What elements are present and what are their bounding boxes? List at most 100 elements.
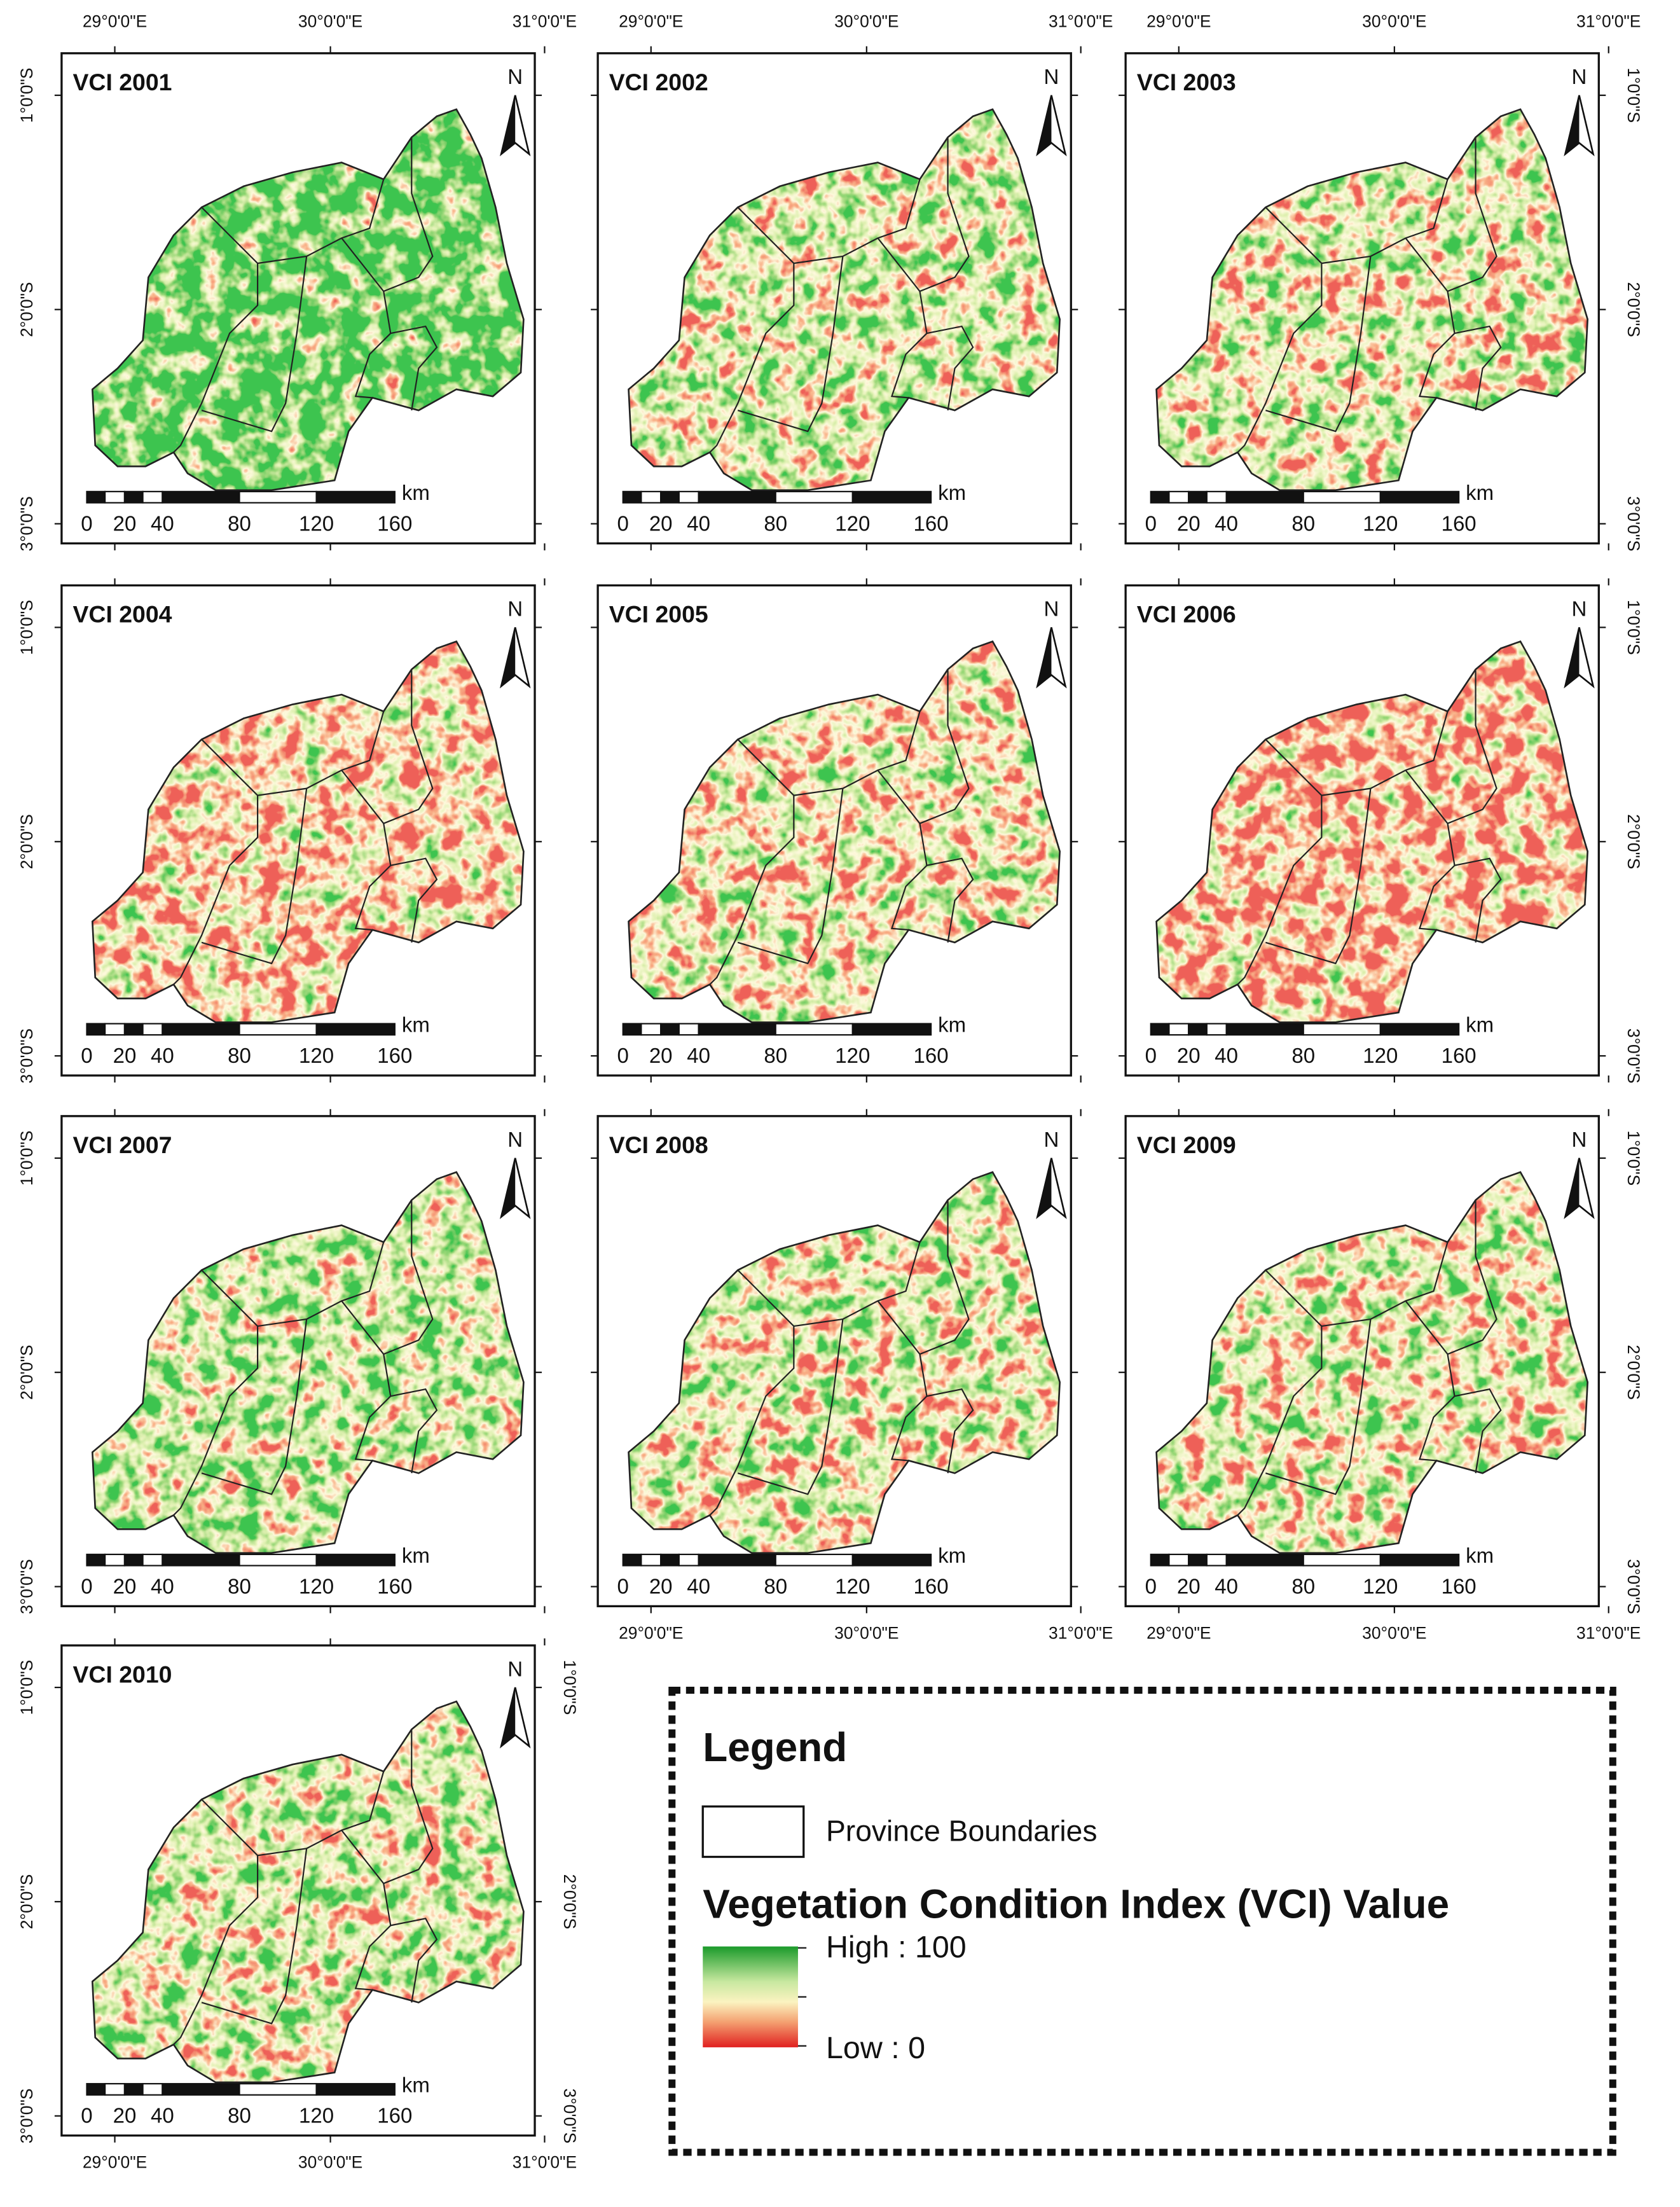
country-outline (91, 1700, 525, 2084)
boundary-label: Province Boundaries (826, 1814, 1098, 1847)
scale-label: 80 (228, 2104, 251, 2127)
province-boundary (173, 1799, 259, 2045)
province-boundary (1405, 237, 1456, 399)
scale-label: 40 (151, 2104, 174, 2127)
province-boundary (919, 1200, 970, 1355)
scale-label: 80 (228, 1044, 251, 1067)
scale-label: 120 (1363, 1574, 1398, 1598)
map-panel: VCI 2010 N 0 20 40 80 120 160 km 29°0'0"E 30°0'0"E… (17, 1638, 579, 2172)
scale-segment (142, 1023, 163, 1036)
province-boundary (173, 1270, 259, 1516)
panel-title: VCI 2003 (1137, 69, 1236, 95)
scale-segment (315, 2083, 396, 2096)
scale-label: 20 (113, 1574, 137, 1598)
scale-segment (104, 1023, 126, 1036)
boundary-swatch (701, 1805, 805, 1858)
ramp-title: Vegetation Condition Index (VCI) Value (703, 1881, 1449, 1927)
province-boundary (1265, 1318, 1372, 1495)
north-arrow (1565, 95, 1580, 155)
scale-label: 20 (113, 511, 137, 535)
scale-segment (1168, 1023, 1190, 1036)
scale-label: 120 (299, 511, 334, 535)
scale-segment (86, 2083, 106, 2096)
panel-title: VCI 2010 (72, 1661, 172, 1687)
province-boundary (877, 1300, 928, 1462)
north-arrow (501, 1158, 516, 1217)
scale-segment (315, 1023, 396, 1036)
province-boundary (709, 1270, 795, 1516)
latitude-label: 1°0'0"S (17, 67, 36, 123)
map-panel: VCI 2006 N 0 20 40 80 120 160 km 1°0'0"S 2°0'0"S 3°… (1119, 578, 1643, 1083)
scale-label: 120 (299, 1044, 334, 1067)
scale-label: 0 (81, 2104, 92, 2127)
scale-label: 40 (151, 1574, 174, 1598)
panel-title: VCI 2005 (609, 601, 708, 628)
scale-segment (123, 2083, 144, 2096)
scale-label: 40 (687, 511, 710, 535)
north-label: N (507, 597, 523, 621)
scale-segment (640, 1553, 662, 1567)
scale-segment (315, 490, 396, 504)
country-outline (91, 108, 525, 491)
scale-unit: km (402, 1544, 430, 1567)
scale-segment (660, 1553, 680, 1567)
province-boundary (709, 207, 795, 453)
province-boundary (1237, 738, 1323, 985)
scale-label: 20 (649, 1574, 673, 1598)
scale-segment (1150, 1023, 1170, 1036)
scale-segment (1379, 1553, 1460, 1567)
scale-segment (123, 490, 144, 504)
province-boundary (390, 325, 438, 411)
map-panel: VCI 2004 N 0 20 40 80 120 160 km 1°0'0"S 2°0'0"S 3°… (17, 578, 546, 1084)
north-label: N (507, 1128, 523, 1151)
province-boundary (737, 1318, 844, 1495)
province-boundary (1447, 669, 1498, 824)
longitude-label: 29°0'0"E (619, 1623, 683, 1642)
scale-segment (1188, 490, 1208, 504)
province-boundary (1265, 788, 1372, 965)
province-boundary (1447, 1200, 1498, 1355)
province-boundary (926, 325, 974, 411)
latitude-label: 3°0'0"S (17, 1028, 36, 1084)
province-boundary (201, 1848, 308, 2024)
longitude-label: 30°0'0"E (834, 1623, 899, 1642)
latitude-label: 2°0'0"S (1624, 814, 1643, 869)
map-panel: VCI 2003 N 0 20 40 80 120 160 km 29°0'0"E 30°0'0"E… (1119, 11, 1643, 551)
scale-label: 0 (81, 511, 92, 535)
panel-title: VCI 2002 (609, 69, 708, 95)
scale-unit: km (1466, 1544, 1494, 1567)
longitude-label: 30°0'0"E (834, 11, 899, 31)
scale-segment (622, 1553, 642, 1567)
scale-segment (162, 1553, 240, 1567)
north-label: N (1572, 597, 1587, 621)
longitude-label: 29°0'0"E (1146, 11, 1211, 31)
longitude-label: 29°0'0"E (1146, 1623, 1211, 1642)
country-outline (1155, 1171, 1589, 1554)
province-boundary (1405, 1300, 1456, 1462)
province-boundary (1454, 1388, 1502, 1474)
scale-label: 40 (1215, 511, 1238, 535)
panel-title: VCI 2001 (72, 69, 172, 95)
province-boundary (1454, 857, 1502, 943)
north-arrow (1565, 627, 1580, 686)
scale-segment (851, 1023, 932, 1036)
province-boundary (341, 1300, 392, 1462)
scale-segment (238, 1023, 317, 1036)
scale-label: 0 (1145, 1574, 1157, 1598)
latitude-label: 2°0'0"S (1624, 282, 1643, 337)
latitude-label: 3°0'0"S (1624, 1559, 1643, 1614)
scale-unit: km (938, 481, 966, 504)
north-label: N (507, 65, 523, 88)
scale-label: 20 (649, 511, 673, 535)
map-panel: VCI 2005 N 0 20 40 80 120 160 km (591, 578, 1082, 1083)
map-panel: VCI 2002 N 0 20 40 80 120 160 km 29°0'0"E 30°0'0"E… (591, 11, 1113, 551)
north-arrow (1037, 627, 1052, 686)
scale-segment (104, 2083, 126, 2096)
scale-label: 20 (1177, 1574, 1201, 1598)
scale-label: 120 (835, 511, 870, 535)
north-arrow (1037, 95, 1052, 155)
scale-segment (238, 2083, 317, 2096)
scale-segment (1168, 1553, 1190, 1567)
scale-segment (162, 490, 240, 504)
